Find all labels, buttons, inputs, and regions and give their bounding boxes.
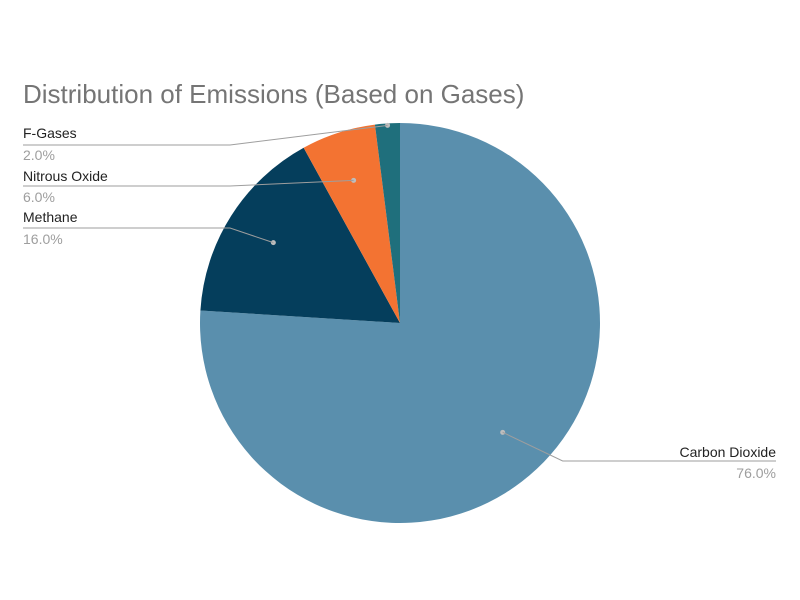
slice-value-nitrous-oxide: 6.0% bbox=[23, 189, 55, 205]
pie-slice-f-gases bbox=[374, 123, 400, 323]
slice-value-methane: 16.0% bbox=[23, 231, 63, 247]
slice-label-f-gases: F-Gases bbox=[23, 125, 77, 141]
leader-line-f-gases bbox=[23, 124, 388, 146]
pie-slices bbox=[200, 123, 600, 523]
leader-line-methane bbox=[23, 227, 274, 244]
slice-value-carbon-dioxide: 76.0% bbox=[736, 465, 776, 481]
chart-title: Distribution of Emissions (Based on Gase… bbox=[23, 79, 524, 109]
slice-label-carbon-dioxide: Carbon Dioxide bbox=[680, 444, 777, 460]
leader-lines bbox=[23, 122, 776, 462]
slice-value-f-gases: 2.0% bbox=[23, 147, 55, 163]
pie-slice-nitrous-oxide bbox=[303, 124, 400, 323]
pie-slice-carbon-dioxide bbox=[200, 123, 600, 523]
pie-slice-methane bbox=[200, 147, 400, 323]
leader-line-carbon-dioxide bbox=[502, 431, 776, 462]
leader-line-nitrous-oxide bbox=[23, 179, 354, 187]
slice-label-methane: Methane bbox=[23, 209, 78, 225]
slice-label-nitrous-oxide: Nitrous Oxide bbox=[23, 168, 108, 184]
slice-labels: Carbon Dioxide 76.0% Methane 16.0% Nitrous O… bbox=[23, 125, 776, 481]
